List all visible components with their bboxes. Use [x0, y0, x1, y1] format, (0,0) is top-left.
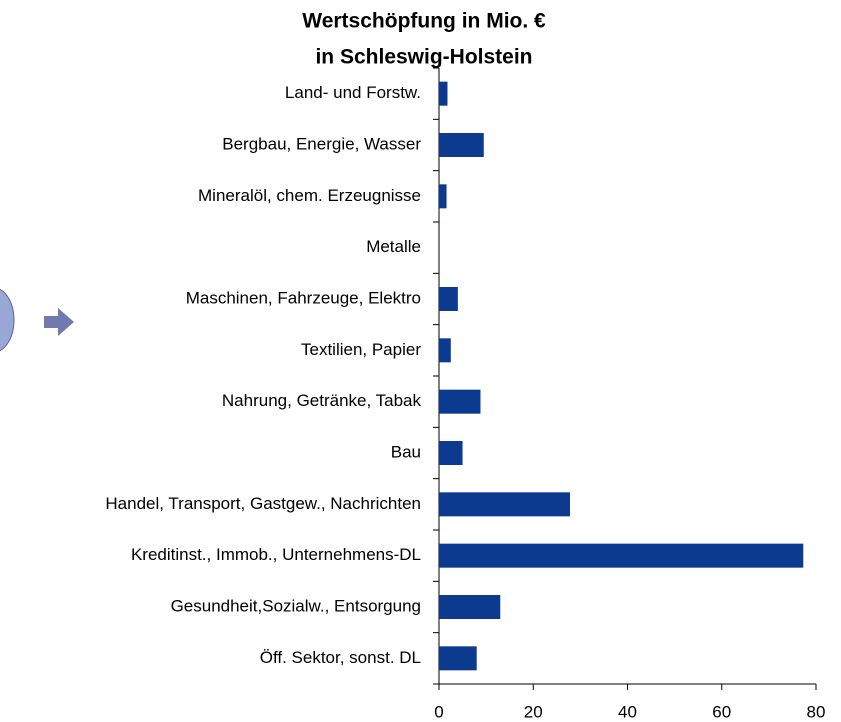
bar	[439, 543, 804, 568]
bar	[439, 287, 458, 311]
y-tick-label: Land- und Forstw.	[285, 83, 421, 102]
bar	[439, 595, 501, 619]
y-tick-label: Mineralöl, chem. Erzeugnisse	[198, 186, 421, 205]
x-tick-label: 40	[618, 702, 637, 721]
y-tick-label: Bergbau, Energie, Wasser	[222, 134, 421, 153]
y-tick-label: Metalle	[366, 237, 421, 256]
bar	[439, 441, 463, 465]
bar	[439, 338, 451, 363]
y-tick-label: Bau	[391, 442, 421, 461]
x-tick-label: 0	[434, 702, 443, 721]
arrow-icon	[44, 308, 74, 336]
y-tick-label: Öff. Sektor, sonst. DL	[260, 648, 421, 667]
y-tick-label: Kreditinst., Immob., Unternehmens-DL	[131, 545, 421, 564]
bar	[439, 646, 477, 671]
bar	[439, 81, 448, 106]
y-tick-label: Gesundheit,Sozialw., Entsorgung	[171, 596, 421, 615]
bar	[439, 389, 481, 414]
chart-title: in Schleswig-Holstein	[315, 46, 532, 69]
y-tick-label: Nahrung, Getränke, Tabak	[222, 391, 422, 410]
chart-title: Wertschöpfung in Mio. €	[302, 10, 546, 33]
y-tick-label: Maschinen, Fahrzeuge, Elektro	[186, 288, 421, 307]
bar	[439, 133, 484, 157]
y-tick-label: Textilien, Papier	[301, 340, 421, 359]
x-tick-label: 60	[712, 702, 731, 721]
x-tick-label: 20	[524, 702, 543, 721]
y-tick-label: Handel, Transport, Gastgew., Nachrichten	[105, 494, 421, 513]
bar	[439, 184, 447, 209]
x-tick-label: 80	[807, 702, 826, 721]
bar	[439, 492, 571, 517]
globe-icon	[0, 288, 15, 352]
